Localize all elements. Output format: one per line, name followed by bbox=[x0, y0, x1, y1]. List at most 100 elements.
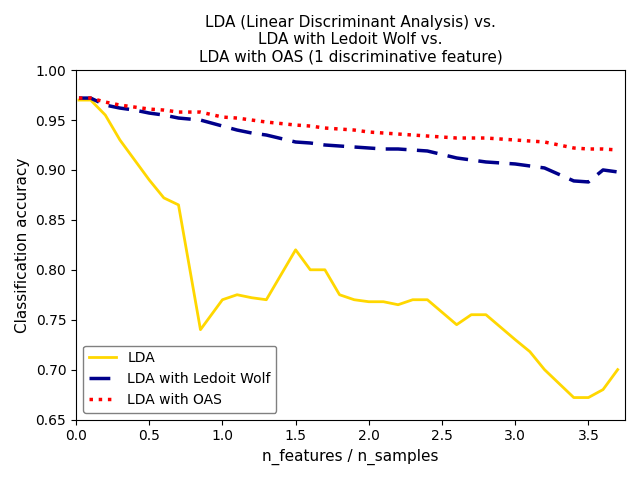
LDA bbox=[511, 337, 519, 343]
LDA with OAS bbox=[248, 117, 255, 123]
LDA with OAS bbox=[394, 131, 402, 137]
LDA with OAS bbox=[160, 107, 168, 113]
LDA bbox=[160, 195, 168, 201]
LDA bbox=[233, 292, 241, 298]
LDA bbox=[570, 395, 578, 400]
LDA with Ledoit Wolf bbox=[175, 115, 182, 121]
LDA with OAS bbox=[321, 125, 329, 131]
LDA with Ledoit Wolf bbox=[584, 179, 592, 185]
LDA with Ledoit Wolf bbox=[262, 132, 270, 138]
LDA with OAS bbox=[482, 135, 490, 141]
LDA with Ledoit Wolf bbox=[219, 123, 227, 129]
LDA bbox=[219, 297, 227, 302]
LDA bbox=[131, 157, 138, 163]
LDA with OAS bbox=[614, 147, 621, 153]
LDA bbox=[116, 137, 124, 143]
LDA bbox=[350, 297, 358, 302]
LDA bbox=[453, 322, 461, 327]
LDA with OAS bbox=[145, 106, 153, 112]
LDA bbox=[614, 367, 621, 372]
LDA bbox=[175, 202, 182, 208]
LDA with OAS bbox=[365, 129, 372, 135]
LDA with Ledoit Wolf bbox=[511, 161, 519, 167]
LDA with Ledoit Wolf bbox=[75, 95, 83, 101]
LDA bbox=[196, 327, 204, 333]
LDA bbox=[145, 177, 153, 183]
LDA bbox=[526, 349, 534, 355]
LDA with Ledoit Wolf bbox=[292, 139, 300, 145]
Line: LDA with OAS: LDA with OAS bbox=[79, 98, 618, 150]
LDA with OAS bbox=[102, 99, 109, 105]
LDA with OAS bbox=[409, 132, 417, 138]
LDA with OAS bbox=[599, 146, 607, 152]
LDA with OAS bbox=[350, 127, 358, 133]
LDA with Ledoit Wolf bbox=[424, 148, 431, 154]
LDA with Ledoit Wolf bbox=[614, 169, 621, 175]
LDA with OAS bbox=[336, 126, 344, 132]
LDA with Ledoit Wolf bbox=[599, 167, 607, 173]
LDA with Ledoit Wolf bbox=[526, 163, 534, 169]
LDA bbox=[599, 387, 607, 393]
Line: LDA with Ledoit Wolf: LDA with Ledoit Wolf bbox=[79, 98, 618, 182]
Line: LDA: LDA bbox=[79, 100, 618, 397]
LDA with OAS bbox=[584, 146, 592, 152]
LDA with OAS bbox=[175, 109, 182, 115]
X-axis label: n_features / n_samples: n_features / n_samples bbox=[262, 449, 439, 465]
LDA with Ledoit Wolf bbox=[394, 146, 402, 152]
LDA with Ledoit Wolf bbox=[131, 107, 138, 113]
LDA with Ledoit Wolf bbox=[541, 165, 548, 171]
LDA bbox=[584, 395, 592, 400]
LDA with OAS bbox=[424, 133, 431, 139]
LDA bbox=[87, 97, 95, 103]
LDA with OAS bbox=[511, 137, 519, 143]
LDA bbox=[541, 367, 548, 372]
LDA with OAS bbox=[526, 138, 534, 144]
LDA bbox=[424, 297, 431, 302]
LDA with Ledoit Wolf bbox=[570, 178, 578, 184]
LDA bbox=[394, 302, 402, 308]
LDA with Ledoit Wolf bbox=[380, 146, 387, 152]
Y-axis label: Classification accuracy: Classification accuracy bbox=[15, 157, 30, 333]
LDA with Ledoit Wolf bbox=[467, 157, 475, 163]
LDA with OAS bbox=[233, 115, 241, 121]
LDA with Ledoit Wolf bbox=[453, 155, 461, 161]
LDA with OAS bbox=[75, 95, 83, 101]
LDA bbox=[307, 267, 314, 273]
LDA with Ledoit Wolf bbox=[482, 159, 490, 165]
LDA with Ledoit Wolf bbox=[365, 145, 372, 151]
LDA bbox=[467, 312, 475, 318]
LDA bbox=[336, 292, 344, 298]
LDA bbox=[380, 299, 387, 305]
LDA with OAS bbox=[307, 123, 314, 129]
LDA with Ledoit Wolf bbox=[409, 147, 417, 153]
Legend: LDA, LDA with Ledoit Wolf, LDA with OAS: LDA, LDA with Ledoit Wolf, LDA with OAS bbox=[83, 346, 276, 413]
LDA bbox=[321, 267, 329, 273]
Title: LDA (Linear Discriminant Analysis) vs.
LDA with Ledoit Wolf vs.
LDA with OAS (1 : LDA (Linear Discriminant Analysis) vs. L… bbox=[198, 15, 502, 65]
LDA bbox=[262, 297, 270, 302]
LDA with OAS bbox=[380, 130, 387, 136]
LDA bbox=[248, 295, 255, 300]
LDA with OAS bbox=[541, 139, 548, 145]
LDA with Ledoit Wolf bbox=[248, 130, 255, 136]
LDA bbox=[102, 112, 109, 118]
LDA with OAS bbox=[292, 122, 300, 128]
LDA with OAS bbox=[453, 135, 461, 141]
LDA with Ledoit Wolf bbox=[196, 117, 204, 123]
LDA with Ledoit Wolf bbox=[145, 110, 153, 116]
LDA bbox=[409, 297, 417, 302]
LDA bbox=[75, 97, 83, 103]
LDA with OAS bbox=[196, 109, 204, 115]
LDA with Ledoit Wolf bbox=[233, 127, 241, 133]
LDA with Ledoit Wolf bbox=[160, 112, 168, 118]
LDA with Ledoit Wolf bbox=[350, 144, 358, 150]
LDA bbox=[292, 247, 300, 252]
LDA with OAS bbox=[570, 145, 578, 151]
LDA with OAS bbox=[131, 104, 138, 110]
LDA with Ledoit Wolf bbox=[116, 105, 124, 111]
LDA with Ledoit Wolf bbox=[87, 95, 95, 101]
LDA bbox=[482, 312, 490, 318]
LDA with OAS bbox=[116, 102, 124, 108]
LDA with Ledoit Wolf bbox=[336, 143, 344, 149]
LDA with OAS bbox=[262, 119, 270, 125]
LDA with OAS bbox=[219, 114, 227, 120]
